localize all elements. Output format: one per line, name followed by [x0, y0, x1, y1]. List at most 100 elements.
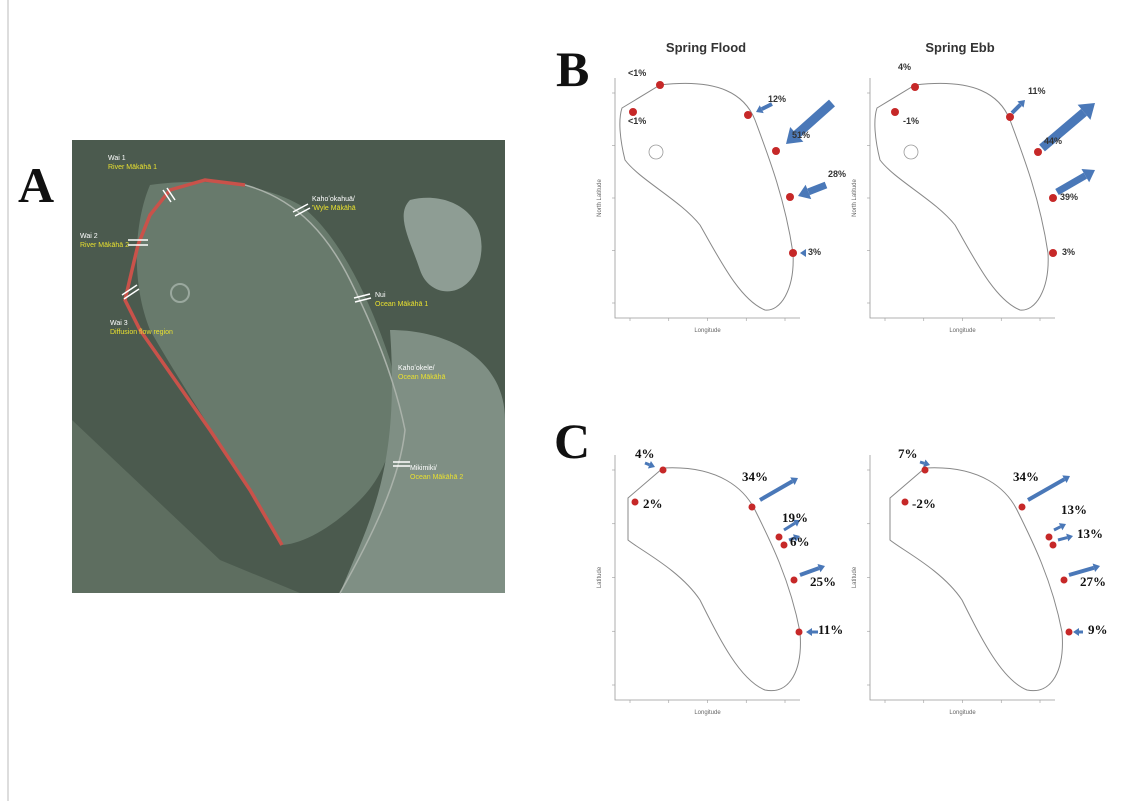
- station: [656, 81, 664, 89]
- station: [629, 108, 637, 116]
- plot-title: Spring Flood: [666, 40, 746, 55]
- flow-arrowhead: [792, 534, 800, 542]
- flow-arrow: [1055, 172, 1088, 196]
- flow-arrow: [760, 102, 773, 111]
- flow-label: 11%: [1028, 86, 1046, 96]
- flow-label: 6%: [790, 534, 810, 549]
- flow-arrow: [799, 566, 820, 577]
- flow-arrow: [783, 521, 796, 532]
- x-axis-label: Longitude: [694, 328, 721, 334]
- station: [744, 111, 752, 119]
- map-label: Diffusion flow region: [110, 329, 173, 336]
- station: [1045, 533, 1053, 541]
- flow-arrowhead: [1081, 168, 1095, 183]
- flow-arrowhead: [1058, 523, 1066, 531]
- x-axis-label: Longitude: [694, 710, 721, 716]
- flow-label: 34%: [742, 469, 768, 484]
- station: [772, 147, 780, 155]
- map-label: Mikimiki/: [410, 465, 437, 472]
- station: [1049, 541, 1057, 549]
- map-label: 'Wyle Mākāhā: [312, 205, 356, 212]
- flow-arrowhead: [792, 519, 800, 527]
- station: [786, 193, 794, 201]
- station: [748, 503, 756, 511]
- flow-arrowhead: [817, 564, 825, 573]
- flow-label: 12%: [768, 94, 786, 104]
- flow-label: 13%: [1077, 526, 1103, 541]
- y-axis-label: North Latitude: [597, 178, 603, 216]
- station: [631, 498, 639, 506]
- map-label: Nui: [375, 292, 386, 299]
- flow-arrowhead: [1017, 100, 1025, 108]
- map-label: Ocean Mākāhā: [398, 374, 446, 381]
- flow-arrow: [919, 460, 925, 465]
- flow-label: 4%: [635, 446, 655, 461]
- flow-label: 39%: [1060, 192, 1078, 202]
- flow-arrowhead: [647, 461, 655, 469]
- plot-axes: [614, 455, 800, 701]
- station: [921, 466, 929, 474]
- flow-arrowhead: [1073, 628, 1079, 636]
- station: [780, 541, 788, 549]
- flow-arrow: [788, 536, 795, 542]
- panel-letter: A: [18, 157, 54, 213]
- station: [775, 533, 783, 541]
- station: [901, 498, 909, 506]
- station: [1065, 628, 1073, 636]
- flow-label: <1%: [628, 116, 646, 126]
- panel-letter: C: [554, 413, 590, 469]
- flow-arrowhead: [1077, 103, 1095, 120]
- x-axis-label: Longitude: [949, 328, 976, 334]
- flow-arrow: [1068, 565, 1095, 577]
- flow-arrow: [793, 99, 835, 138]
- flow-arrowhead: [800, 249, 806, 257]
- lake-outline: [889, 467, 1063, 692]
- station: [1049, 194, 1057, 202]
- plot-axes: [869, 78, 1055, 319]
- map-label: Wai 2: [80, 233, 98, 240]
- lake-outline: [619, 82, 794, 311]
- plot-axes: [614, 78, 800, 319]
- flow-label: 9%: [1088, 622, 1108, 637]
- flow-arrowhead: [798, 184, 812, 200]
- flow-arrowhead: [786, 127, 804, 144]
- flow-label: 19%: [782, 510, 808, 525]
- flow-label: <1%: [628, 68, 646, 78]
- flow-arrowhead: [756, 105, 764, 114]
- station: [1034, 148, 1042, 156]
- flow-arrowhead: [790, 477, 798, 486]
- map-label: Kahoʻokahuā/: [312, 195, 355, 203]
- station: [1006, 113, 1014, 121]
- station: [1018, 503, 1026, 511]
- plot-axes: [869, 455, 1055, 701]
- flow-label: 44%: [1044, 136, 1062, 146]
- flow-label: 34%: [1013, 469, 1039, 484]
- lake-outline: [874, 82, 1049, 311]
- flow-arrow: [1027, 477, 1066, 502]
- station: [1060, 576, 1068, 584]
- map-label: Wai 3: [110, 320, 128, 327]
- x-axis-label: Longitude: [949, 710, 976, 716]
- flow-arrow: [758, 479, 794, 502]
- map-label: River Mākāhā 1: [108, 164, 157, 171]
- flow-arrowhead: [1062, 475, 1070, 483]
- station: [789, 249, 797, 257]
- flow-label: 27%: [1080, 574, 1106, 589]
- map-label: Wai 1: [108, 155, 126, 162]
- y-axis-label: Latitude: [597, 566, 603, 588]
- flow-arrowhead: [1092, 563, 1100, 573]
- station: [891, 108, 899, 116]
- station: [790, 576, 798, 584]
- flow-label: 4%: [898, 62, 911, 72]
- map-label: Ocean Mākāhā 2: [410, 474, 463, 481]
- plot-title: Spring Ebb: [925, 40, 994, 55]
- flow-arrow: [1010, 103, 1022, 115]
- flow-label: -2%: [912, 496, 936, 511]
- flow-label: 11%: [818, 622, 843, 637]
- station: [1049, 249, 1057, 257]
- flow-label: -1%: [903, 116, 919, 126]
- flow-arrowhead: [806, 628, 812, 636]
- y-axis-label: Latitude: [852, 566, 858, 588]
- map-label: Ocean Mākāhā 1: [375, 301, 428, 308]
